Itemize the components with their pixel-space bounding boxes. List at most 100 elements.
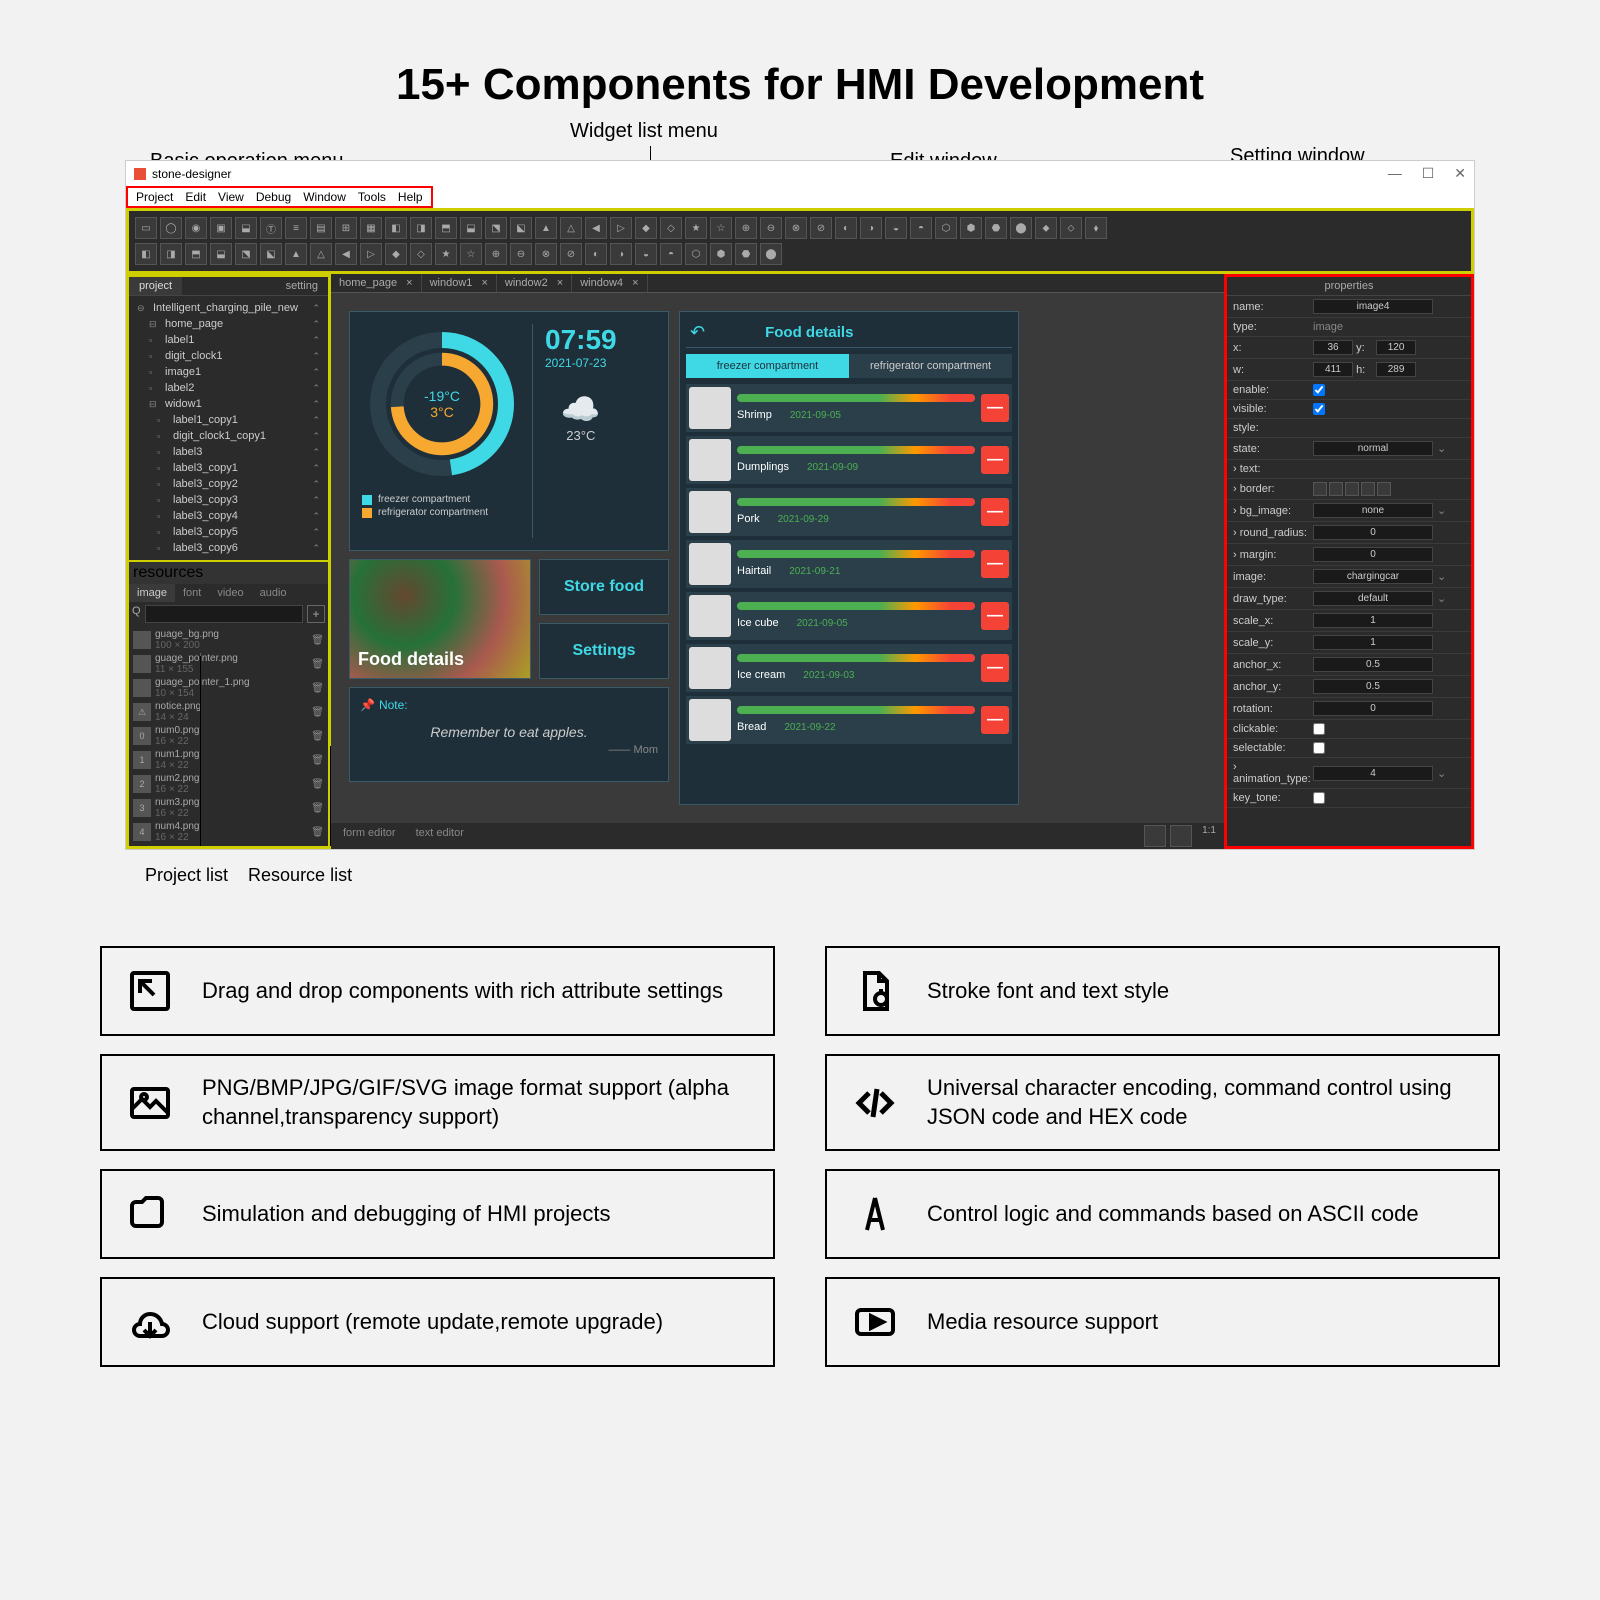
tree-item[interactable]: ⊟home_page⌃ [133,316,324,332]
tab-freezer[interactable]: freezer compartment [686,354,849,378]
tab-text-editor[interactable]: text editor [406,825,474,847]
tool-button[interactable]: ⊘ [560,243,582,265]
resource-list[interactable]: guage_bg.png100 × 200🗑guage_pointer.png1… [129,626,328,846]
tool-button[interactable]: ⊕ [485,243,507,265]
tool-button[interactable]: ⬒ [185,243,207,265]
doc-tab[interactable]: window1 × [422,274,497,292]
tool-button[interactable]: ⬦ [1060,217,1082,239]
delete-food-button[interactable]: — [981,602,1009,630]
tree-item[interactable]: ▫digit_clock1_copy1⌃ [133,428,324,444]
tree-item[interactable]: ▫image1⌃ [133,364,324,380]
tab-form-editor[interactable]: form editor [333,825,406,847]
tool-button[interactable]: ⬒ [435,217,457,239]
tool-button[interactable]: ⬔ [235,243,257,265]
menubar[interactable]: ProjectEditViewDebugWindowToolsHelp [126,186,433,208]
tool-button[interactable]: ▷ [360,243,382,265]
tool-button[interactable]: ≡ [285,217,307,239]
delete-food-button[interactable]: — [981,706,1009,734]
minimize-icon[interactable]: — [1388,165,1402,182]
tool-button[interactable]: ⬥ [1035,217,1057,239]
doc-tab[interactable]: window2 × [497,274,572,292]
resource-item[interactable]: guage_pointer_1.png10 × 154🗑 [131,676,326,700]
tool-button[interactable]: ⬧ [1085,217,1107,239]
tool-button[interactable]: ◇ [660,217,682,239]
tool-button[interactable]: ◧ [385,217,407,239]
tool-button[interactable]: ◉ [185,217,207,239]
resource-search-input[interactable] [145,605,303,623]
tool-button[interactable]: ⬣ [735,243,757,265]
tree-item[interactable]: ▫label1⌃ [133,332,324,348]
tree-item[interactable]: ▫label3⌃ [133,444,324,460]
tool-button[interactable]: ◇ [410,243,432,265]
tool-button[interactable]: ▣ [210,217,232,239]
tool-button[interactable]: ▲ [535,217,557,239]
tree-item[interactable]: ▫label3_copy3⌃ [133,492,324,508]
tool-button[interactable]: ▤ [310,217,332,239]
menu-tools[interactable]: Tools [358,190,386,204]
tool-button[interactable]: ⊗ [535,243,557,265]
tree-item[interactable]: ▫digit_clock1⌃ [133,348,324,364]
tool-button[interactable]: △ [310,243,332,265]
tool-button[interactable]: ◨ [160,243,182,265]
tree-item[interactable]: ▫label2⌃ [133,380,324,396]
close-icon[interactable]: ✕ [1454,165,1466,182]
tool-button[interactable]: ☆ [710,217,732,239]
tool-button[interactable]: ⊖ [510,243,532,265]
delete-food-button[interactable]: — [981,550,1009,578]
document-tabs[interactable]: home_page ×window1 ×window2 ×window4 × [331,274,1224,293]
food-details-button[interactable]: Food details [349,559,531,679]
tool-button[interactable]: ⬤ [1010,217,1032,239]
tool-button[interactable]: ◓ [660,243,682,265]
tree-item[interactable]: ▫label3_copy1⌃ [133,460,324,476]
tab-project[interactable]: project [129,277,182,295]
tool-button[interactable]: ◒ [635,243,657,265]
tool-button[interactable]: ⬓ [460,217,482,239]
tool-button[interactable]: ⬤ [760,243,782,265]
project-tree[interactable]: ⊖Intelligent_charging_pile_new⌃⊟home_pag… [129,296,328,560]
delete-food-button[interactable]: — [981,394,1009,422]
window-controls[interactable]: — ☐ ✕ [1388,165,1466,182]
tool-button[interactable]: ⊘ [810,217,832,239]
maximize-icon[interactable]: ☐ [1422,165,1435,182]
tool-button[interactable]: ⬓ [235,217,257,239]
tool-button[interactable]: ⬓ [210,243,232,265]
tool-button[interactable]: ◓ [910,217,932,239]
store-food-button[interactable]: Store food [539,559,669,615]
tool-button[interactable]: ◐ [585,243,607,265]
resource-tab-image[interactable]: image [129,584,175,602]
tree-item[interactable]: ▫label3_copy6⌃ [133,540,324,556]
delete-food-button[interactable]: — [981,654,1009,682]
canvas[interactable]: -19°C 3°C freezer compartment refrigerat… [331,293,1224,823]
tool-button[interactable]: ◨ [410,217,432,239]
tree-item[interactable]: ▫label3_copy4⌃ [133,508,324,524]
tool-button[interactable]: ★ [685,217,707,239]
menu-edit[interactable]: Edit [185,190,206,204]
resource-tab-video[interactable]: video [209,584,251,602]
tool-button[interactable]: ▦ [360,217,382,239]
tab-refrigerator[interactable]: refrigerator compartment [849,354,1012,378]
tool-button[interactable]: ⊖ [760,217,782,239]
tool-button[interactable]: ◯ [160,217,182,239]
tool-button[interactable]: ◐ [835,217,857,239]
tool-button[interactable]: Ⓣ [260,217,282,239]
tool-button[interactable]: ⊗ [785,217,807,239]
menu-project[interactable]: Project [136,190,173,204]
tool-button[interactable]: ◀ [585,217,607,239]
tool-button[interactable]: ⊞ [335,217,357,239]
tool-button[interactable]: ▷ [610,217,632,239]
resource-item[interactable]: 2num2.png16 × 22🗑 [131,772,326,796]
resource-item[interactable]: 0num0.png16 × 22🗑 [131,724,326,748]
delete-food-button[interactable]: — [981,446,1009,474]
tool-button[interactable]: ⬢ [960,217,982,239]
tool-button[interactable]: ☆ [460,243,482,265]
resource-item[interactable]: guage_pointer.png11 × 155🗑 [131,652,326,676]
bottom-tabs[interactable]: form editor text editor 1:1 [331,823,1224,849]
tree-item[interactable]: ▫label1_copy1⌃ [133,412,324,428]
resource-tab-audio[interactable]: audio [252,584,295,602]
settings-button[interactable]: Settings [539,623,669,679]
menu-view[interactable]: View [218,190,244,204]
menu-help[interactable]: Help [398,190,423,204]
menu-window[interactable]: Window [303,190,346,204]
tool-button[interactable]: ★ [435,243,457,265]
add-resource-button[interactable]: + [307,605,325,623]
